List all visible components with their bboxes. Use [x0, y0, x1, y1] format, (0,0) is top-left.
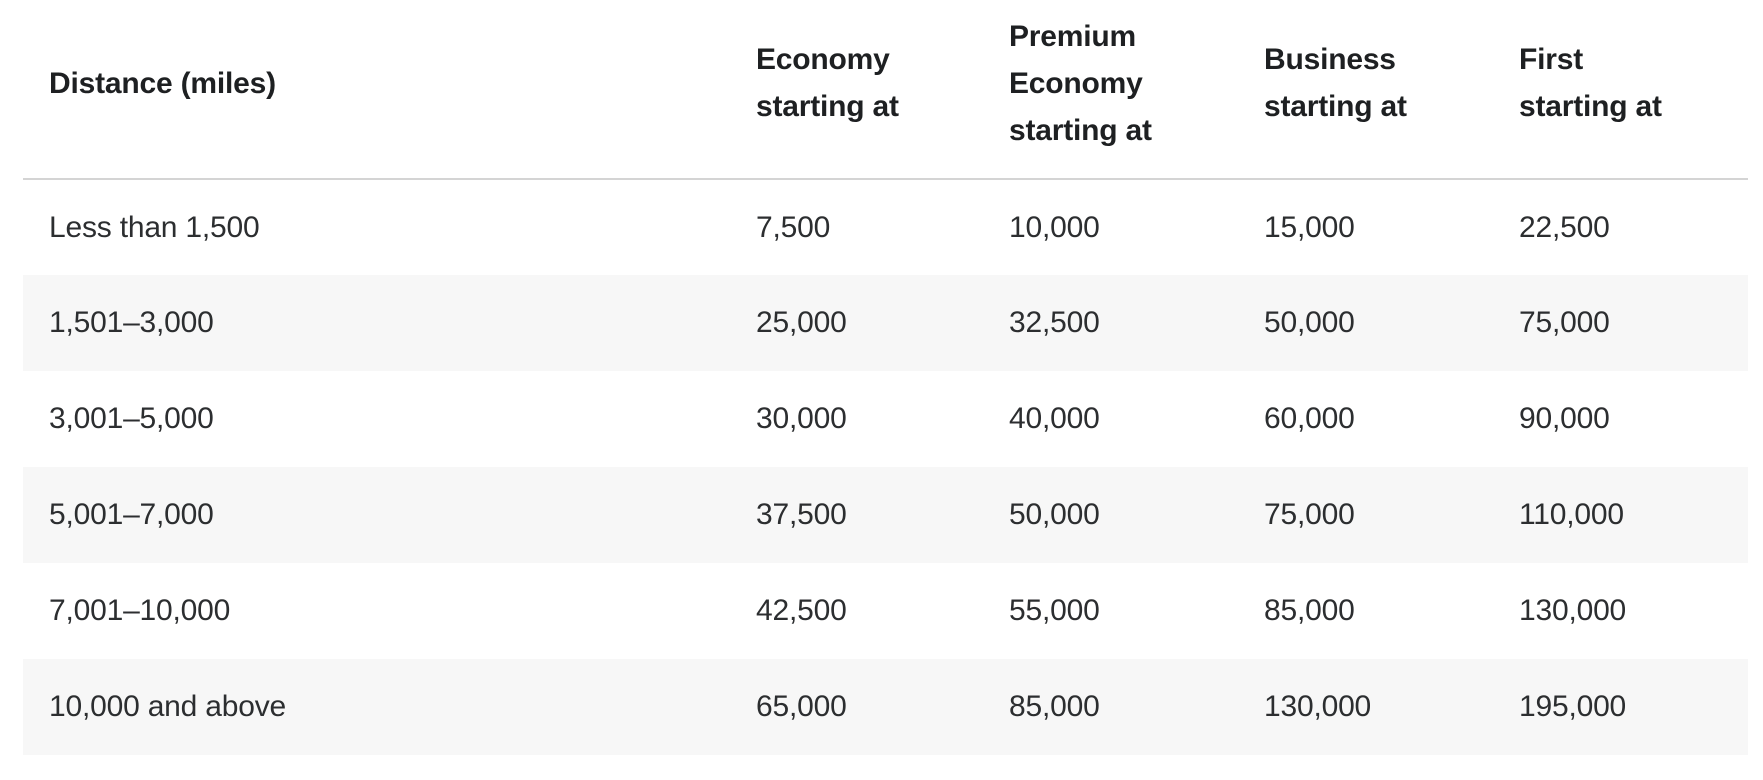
table-row: 3,001–5,000 30,000 40,000 60,000 90,000	[23, 371, 1748, 467]
table-header: Distance (miles) Economy starting at Pre…	[23, 0, 1748, 180]
distance-cell: 1,501–3,000	[49, 306, 214, 339]
distance-cell: 10,000 and above	[49, 690, 287, 723]
table-body: Less than 1,500 7,500 10,000 15,000 22,5…	[23, 179, 1748, 755]
premium-economy-cell: 85,000	[1009, 690, 1100, 723]
economy-cell: 37,500	[756, 498, 847, 531]
table-row: Less than 1,500 7,500 10,000 15,000 22,5…	[23, 179, 1748, 275]
business-cell: 50,000	[1264, 306, 1355, 339]
business-cell: 130,000	[1264, 690, 1372, 723]
first-cell: 75,000	[1519, 306, 1610, 339]
economy-cell: 65,000	[756, 690, 847, 723]
table-row: 10,000 and above 65,000 85,000 130,000 1…	[23, 659, 1748, 755]
economy-cell: 7,500	[756, 210, 831, 244]
header-economy: Economy starting at	[756, 0, 1009, 180]
header-premium-economy: Premium Economy starting at	[1009, 0, 1264, 180]
business-cell: 75,000	[1264, 498, 1355, 531]
distance-cell: 3,001–5,000	[49, 402, 214, 435]
header-business: Business starting at	[1264, 0, 1519, 180]
economy-cell: 30,000	[756, 402, 847, 435]
header-row: Distance (miles) Economy starting at Pre…	[23, 0, 1748, 180]
economy-cell: 42,500	[756, 594, 847, 627]
first-cell: 22,500	[1519, 210, 1610, 244]
economy-cell: 25,000	[756, 306, 847, 339]
business-cell: 60,000	[1264, 402, 1355, 435]
distance-cell: Less than 1,500	[49, 210, 260, 244]
first-cell: 195,000	[1519, 690, 1627, 723]
premium-economy-cell: 10,000	[1009, 210, 1100, 244]
first-cell: 130,000	[1519, 594, 1627, 627]
first-cell: 90,000	[1519, 402, 1610, 435]
header-distance: Distance (miles)	[23, 0, 756, 180]
table-row: 1,501–3,000 25,000 32,500 50,000 75,000	[23, 275, 1748, 371]
award-chart-table: Distance (miles) Economy starting at Pre…	[23, 0, 1748, 755]
table-row: 5,001–7,000 37,500 50,000 75,000 110,000	[23, 467, 1748, 563]
first-cell: 110,000	[1519, 498, 1624, 531]
premium-economy-cell: 40,000	[1009, 402, 1100, 435]
distance-cell: 7,001–10,000	[49, 594, 231, 627]
business-cell: 15,000	[1264, 210, 1355, 244]
distance-cell: 5,001–7,000	[49, 498, 214, 531]
header-first: First starting at	[1519, 0, 1748, 180]
premium-economy-cell: 50,000	[1009, 498, 1100, 531]
table-row: 7,001–10,000 42,500 55,000 85,000 130,00…	[23, 563, 1748, 659]
business-cell: 85,000	[1264, 594, 1355, 627]
premium-economy-cell: 32,500	[1009, 306, 1100, 339]
premium-economy-cell: 55,000	[1009, 594, 1100, 627]
